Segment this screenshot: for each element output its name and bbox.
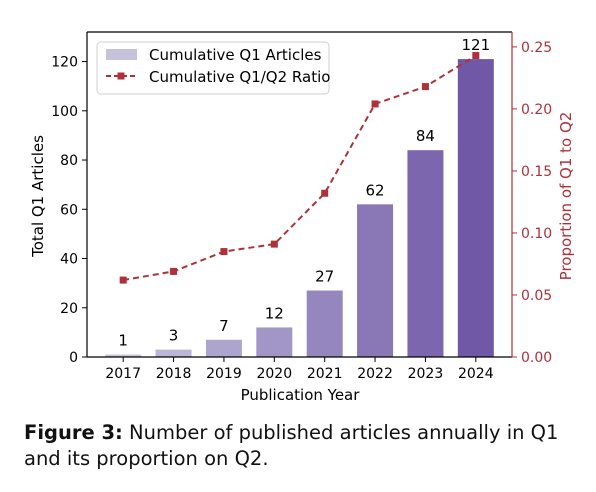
caption-label: Figure 3:: [24, 421, 123, 444]
y-right-tick-label-0.05: 0.05: [521, 288, 552, 304]
legend: Cumulative Q1 Articles Cumulative Q1/Q2 …: [96, 41, 330, 95]
y-tick-label-120: 120: [51, 55, 78, 71]
x-tick-label-2021: 2021: [307, 366, 343, 382]
legend-line-marker: [117, 72, 125, 80]
y-right-tick-label-0.15: 0.15: [521, 164, 552, 180]
bar-value-label-2017: 1: [118, 332, 128, 350]
y-axis-label: Total Q1 Articles: [29, 135, 47, 258]
x-tick-label-2024: 2024: [458, 366, 494, 382]
ratio-point-2021: [321, 189, 329, 197]
x-tick-label-2017: 2017: [105, 366, 141, 382]
ratio-point-2022: [371, 100, 379, 108]
bar-value-label-2021: 27: [315, 268, 334, 286]
axes-group: 0 20 40 60 80 100 120 0.00 0.05 0.10 0.15 0.20 0.25 2…: [51, 31, 552, 382]
x-axis-label: Publication Year: [241, 386, 361, 404]
y-tick-label-100: 100: [51, 104, 78, 120]
y-right-tick-label-0.00: 0.00: [521, 350, 552, 366]
y-tick-label-20: 20: [60, 301, 78, 317]
bar-2020: [256, 327, 293, 357]
ratio-point-2018: [170, 267, 178, 275]
y-tick-label-60: 60: [60, 202, 78, 218]
y-right-tick-label-0.25: 0.25: [521, 40, 552, 56]
ratio-point-2019: [220, 248, 228, 256]
caption-text: Number of published articles annually in…: [24, 421, 559, 470]
bar-group: [105, 59, 494, 357]
bar-2021: [306, 290, 343, 357]
ratio-line-group: [119, 52, 480, 284]
chart: 1 3 7 12 27 62 84 121 0 20 40 60 80 100 120 0.00 0.05 0.…: [29, 31, 575, 404]
legend-frame: [96, 41, 330, 95]
x-tick-label-2019: 2019: [206, 366, 242, 382]
bar-2018: [155, 349, 192, 357]
legend-line-label: Cumulative Q1/Q2 Ratio: [149, 68, 330, 86]
bar-value-label-2023: 84: [416, 127, 435, 145]
y-tick-label-80: 80: [60, 153, 78, 169]
bar-2017: [105, 354, 142, 357]
x-tick-label-2023: 2023: [408, 366, 444, 382]
y-tick-label-40: 40: [60, 252, 78, 268]
bar-2024: [457, 59, 494, 357]
bar-value-label-2024: 121: [461, 36, 490, 54]
legend-bar-label: Cumulative Q1 Articles: [149, 46, 322, 64]
bar-value-labels: 1 3 7 12 27 62 84 121: [118, 36, 490, 349]
y-axis-right-label: Proportion of Q1 to Q2: [557, 112, 575, 281]
ratio-point-2017: [119, 276, 127, 284]
bar-value-label-2018: 3: [169, 327, 179, 345]
legend-bar-swatch: [106, 49, 137, 60]
ratio-line: [123, 54, 477, 282]
x-tick-label-2022: 2022: [357, 366, 393, 382]
bar-2022: [357, 204, 394, 357]
x-tick-label-2020: 2020: [256, 366, 292, 382]
x-tick-label-2018: 2018: [156, 366, 192, 382]
y-right-tick-label-0.20: 0.20: [521, 102, 552, 118]
bar-value-label-2020: 12: [265, 304, 284, 322]
bar-value-label-2019: 7: [219, 317, 229, 335]
y-right-tick-label-0.10: 0.10: [521, 226, 552, 242]
ratio-point-2024: [472, 52, 480, 60]
bar-2023: [407, 150, 444, 357]
y-tick-label-0: 0: [69, 350, 78, 366]
bar-value-label-2022: 62: [366, 181, 385, 199]
ratio-point-2020: [270, 240, 278, 248]
ratio-point-2023: [421, 83, 429, 91]
bar-2019: [205, 339, 242, 357]
figure-caption: Figure 3: Number of published articles a…: [24, 420, 580, 472]
